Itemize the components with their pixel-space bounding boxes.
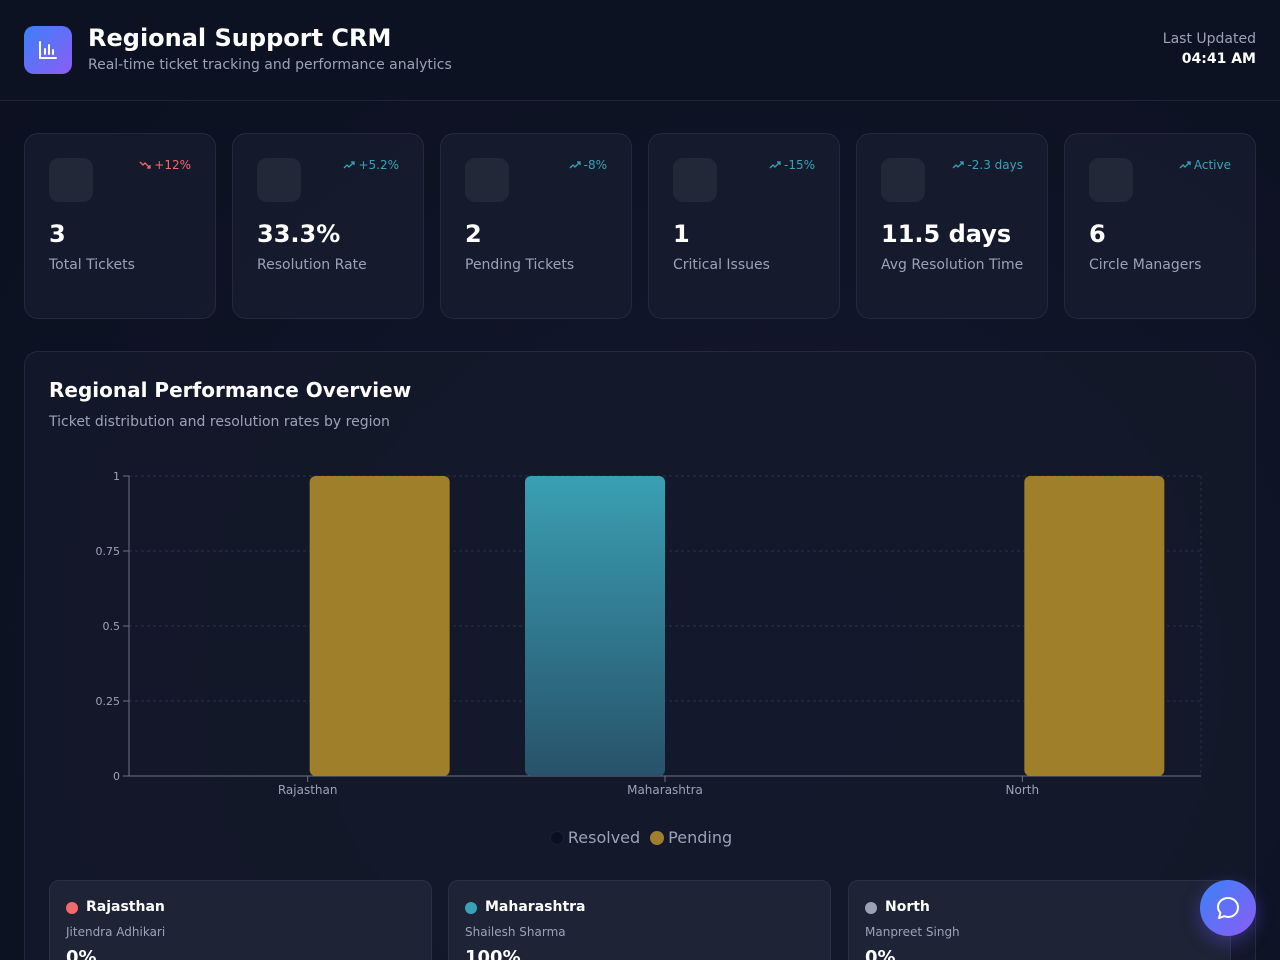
stat-label: Critical Issues bbox=[673, 257, 770, 273]
stat-value: 2 bbox=[465, 220, 482, 248]
panel-title: Regional Performance Overview bbox=[49, 378, 412, 402]
bar-pending-north bbox=[1024, 476, 1165, 776]
stat-trend: +5.2% bbox=[343, 158, 399, 172]
timer-icon bbox=[881, 158, 925, 202]
region-name: Rajasthan bbox=[86, 899, 165, 915]
stat-trend: -15% bbox=[769, 158, 815, 172]
stat-trend: -8% bbox=[569, 158, 607, 172]
stat-value: 1 bbox=[673, 220, 690, 248]
region-manager: Jitendra Adhikari bbox=[66, 925, 166, 939]
app-subtitle: Real-time ticket tracking and performanc… bbox=[88, 57, 452, 73]
region-name: North bbox=[885, 899, 930, 915]
y-tick-label: 0 bbox=[113, 770, 120, 783]
stat-card-total-tickets: +12% 3 Total Tickets bbox=[24, 133, 216, 319]
stat-trend: +12% bbox=[139, 158, 191, 172]
regional-performance-panel: Regional Performance Overview Ticket dis… bbox=[24, 351, 1256, 960]
stat-value: 33.3% bbox=[257, 220, 341, 248]
stat-value: 11.5 days bbox=[881, 220, 1012, 248]
region-status-dot bbox=[66, 902, 78, 914]
stat-card-circle-managers: Active 6 Circle Managers bbox=[1064, 133, 1256, 319]
region-card-north[interactable]: North Manpreet Singh 0% bbox=[848, 880, 1231, 960]
legend-label: Pending bbox=[668, 828, 733, 847]
bar-chart-icon bbox=[24, 26, 72, 74]
stat-label: Circle Managers bbox=[1089, 257, 1202, 273]
stat-value: 3 bbox=[49, 220, 66, 248]
stat-label: Total Tickets bbox=[49, 257, 135, 273]
legend-swatch bbox=[549, 830, 564, 845]
stat-value: 6 bbox=[1089, 220, 1106, 248]
stat-card-pending-tickets: -8% 2 Pending Tickets bbox=[440, 133, 632, 319]
y-tick-label: 1 bbox=[113, 470, 120, 483]
region-name: Maharashtra bbox=[485, 899, 586, 915]
legend-swatch bbox=[650, 830, 665, 845]
region-rate: 100% bbox=[465, 947, 521, 960]
stat-card-avg-resolution-time: -2.3 days 11.5 days Avg Resolution Time bbox=[856, 133, 1048, 319]
ticket-icon bbox=[49, 158, 93, 202]
bar-chart: 0 0.25 0.5 0.75 1 Rajasthan Maharashtra North bbox=[96, 470, 1202, 797]
stat-label: Pending Tickets bbox=[465, 257, 575, 273]
y-tick-label: 0.5 bbox=[103, 620, 121, 633]
x-tick-label: Maharashtra bbox=[627, 783, 703, 797]
clock-icon bbox=[465, 158, 509, 202]
region-rate: 0% bbox=[66, 947, 97, 960]
trending-up-icon bbox=[569, 161, 581, 169]
chat-button[interactable] bbox=[1200, 880, 1256, 936]
stat-trend: Active bbox=[1179, 158, 1231, 172]
region-status-dot bbox=[465, 902, 477, 914]
region-manager: Shailesh Sharma bbox=[465, 925, 566, 939]
trending-up-icon bbox=[952, 161, 965, 169]
chat-bubble-icon bbox=[1217, 897, 1239, 919]
last-updated-time: 04:41 AM bbox=[1181, 51, 1256, 67]
x-tick-label: North bbox=[1006, 783, 1040, 797]
y-tick-label: 0.25 bbox=[96, 695, 121, 708]
legend-label: Resolved bbox=[567, 828, 641, 847]
trending-up-icon bbox=[343, 161, 356, 169]
check-circle-icon bbox=[257, 158, 301, 202]
stat-trend: -2.3 days bbox=[952, 158, 1023, 172]
app-header: Regional Support CRM Real-time ticket tr… bbox=[0, 0, 1280, 101]
app-title: Regional Support CRM bbox=[88, 24, 392, 52]
region-rate: 0% bbox=[865, 947, 896, 960]
x-tick-label: Rajasthan bbox=[278, 783, 338, 797]
bar-pending-rajasthan bbox=[309, 476, 450, 776]
users-icon bbox=[1089, 158, 1133, 202]
region-manager: Manpreet Singh bbox=[865, 925, 960, 939]
legend-item-resolved[interactable]: Resolved bbox=[549, 828, 641, 847]
legend-item-pending[interactable]: Pending bbox=[650, 828, 732, 847]
trending-up-icon bbox=[1179, 161, 1191, 169]
stat-label: Avg Resolution Time bbox=[881, 257, 1024, 273]
stat-card-critical-issues: -15% 1 Critical Issues bbox=[648, 133, 840, 319]
y-tick-label: 0.75 bbox=[96, 545, 121, 558]
region-status-dot bbox=[865, 902, 877, 914]
trending-up-icon bbox=[769, 161, 781, 169]
last-updated-label: Last Updated bbox=[1162, 31, 1256, 47]
panel-subtitle: Ticket distribution and resolution rates… bbox=[49, 414, 390, 430]
stat-card-resolution-rate: +5.2% 33.3% Resolution Rate bbox=[232, 133, 424, 319]
bar-resolved-maharashtra bbox=[525, 476, 665, 776]
stat-label: Resolution Rate bbox=[257, 257, 367, 273]
region-card-maharashtra[interactable]: Maharashtra Shailesh Sharma 100% bbox=[448, 880, 831, 960]
chart-legend: Resolved Pending bbox=[25, 828, 1257, 847]
trending-down-icon bbox=[139, 161, 151, 169]
region-card-rajasthan[interactable]: Rajasthan Jitendra Adhikari 0% bbox=[49, 880, 432, 960]
alert-icon bbox=[673, 158, 717, 202]
